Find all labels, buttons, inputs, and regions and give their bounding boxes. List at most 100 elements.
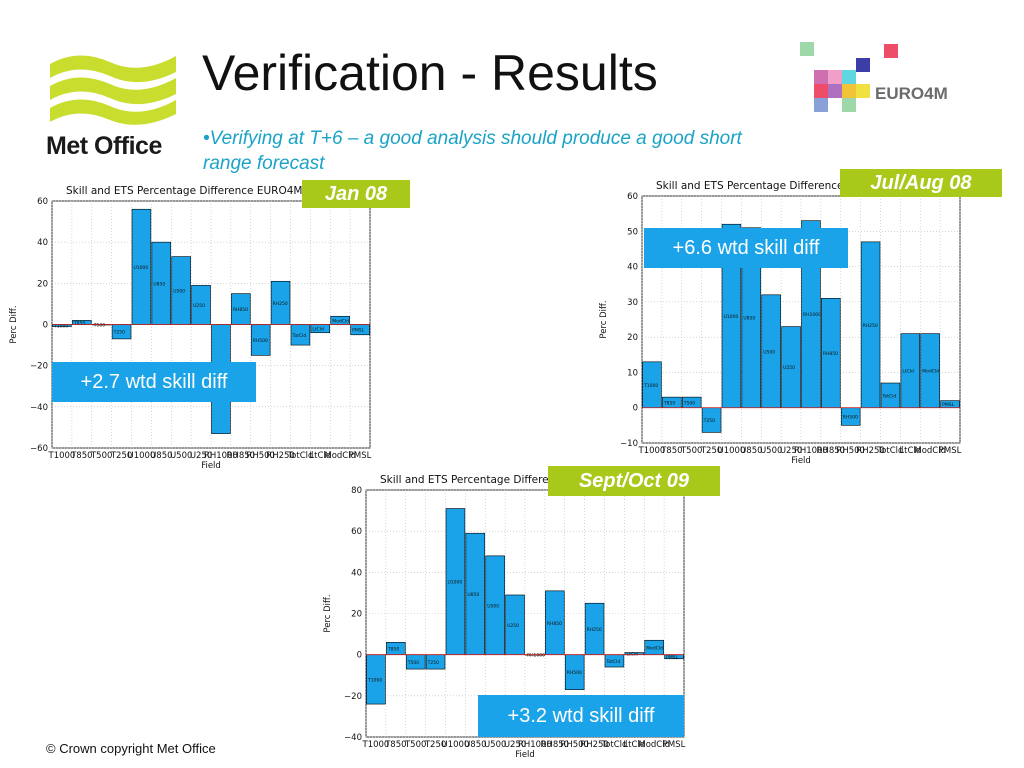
x-tick-label: T850 (384, 740, 406, 750)
bar-label: TotCld (882, 393, 897, 399)
bar-label: TotCld (292, 333, 307, 339)
period-label-sept-oct-09: Sept/Oct 09 (548, 466, 720, 496)
x-tick-label: ModCld (914, 446, 946, 456)
y-tick-label: −40 (344, 733, 362, 743)
x-tick-label: RH500 (560, 740, 589, 750)
bar-label: T850 (387, 646, 399, 652)
bar-label: RH250 (863, 323, 878, 329)
bar-label: RH500 (253, 338, 268, 344)
euro4m-logo-text: EURO4M (875, 84, 948, 103)
y-tick-label: 0 (357, 651, 362, 661)
bar-label: U250 (783, 365, 795, 371)
x-tick-label: U1000 (442, 740, 470, 750)
chart-title: Skill and ETS Percentage Differe (380, 474, 549, 486)
x-tick-label: TotCld (286, 451, 313, 461)
x-tick-label: RH850 (817, 446, 846, 456)
x-tick-label: ModCld (324, 451, 356, 461)
bar-label: U1000 (724, 314, 739, 320)
x-tick-label: U1000 (718, 446, 746, 456)
bar-label: PMSL (352, 328, 364, 334)
x-tick-label: TotCld (600, 740, 627, 750)
slide-title: Verification - Results (202, 45, 658, 101)
bar-label: ModCld (332, 318, 349, 324)
y-tick-label: 40 (627, 263, 638, 273)
x-tick-label: PMSL (663, 740, 686, 750)
bar-label: T250 (703, 418, 715, 424)
x-tick-label: RH850 (227, 451, 256, 461)
bar-label: T500 (407, 660, 419, 666)
x-tick-label: PMSL (939, 446, 962, 456)
chart-jul-aug-08: Skill and ETS Percentage Difference 60 50 4… (599, 180, 962, 466)
chart-jan-08: Skill and ETS Percentage Difference EURO… (9, 185, 372, 471)
y-tick-label: 40 (37, 238, 48, 248)
bullet-text: •Verifying at T+6 – a good analysis shou… (203, 128, 742, 174)
y-tick-label: 20 (627, 333, 638, 343)
x-tick-label: U500 (760, 446, 782, 456)
copyright-footer: © Crown copyright Met Office (46, 741, 216, 756)
bar-label: U850 (153, 281, 165, 287)
x-tick-label: U850 (464, 740, 486, 750)
x-tick-label: T850 (660, 446, 682, 456)
summary-jan-08: +2.7 wtd skill diff (52, 362, 256, 402)
euro4m-logo-mark (800, 42, 898, 112)
y-tick-label: −60 (30, 444, 48, 454)
y-tick-label: −10 (620, 439, 638, 449)
x-axis-label: Field (515, 750, 535, 760)
y-tick-label: −20 (30, 362, 48, 372)
x-tick-label: RH250 (580, 740, 609, 750)
bar-label: LtCld (312, 327, 324, 333)
y-tick-label: 20 (351, 610, 362, 620)
y-tick-label: −40 (30, 403, 48, 413)
y-tick-label: 80 (351, 486, 362, 496)
bar-label: U850 (743, 316, 755, 322)
x-tick-label: T850 (70, 451, 92, 461)
bar-label: RH500 (567, 670, 582, 676)
x-tick-label: U850 (150, 451, 172, 461)
x-tick-label: U1000 (128, 451, 156, 461)
bar-label: RH850 (823, 351, 838, 357)
bar-label: T1000 (643, 383, 658, 389)
bar-label: U500 (487, 603, 499, 609)
summary-jul-aug-08: +6.6 wtd skill diff (644, 228, 848, 268)
y-tick-label: 60 (351, 527, 362, 537)
period-label-jul-aug-08: Jul/Aug 08 (840, 169, 1002, 197)
x-tick-label: LtCld (899, 446, 921, 456)
x-tick-label: U500 (170, 451, 192, 461)
bar-label: PMSL (666, 655, 678, 661)
x-tick-label: U250 (504, 740, 526, 750)
bar-label: U250 (507, 623, 519, 629)
y-axis-label: Perc Diff. (9, 305, 19, 343)
bar-label: RH850 (547, 621, 562, 627)
bar-label: U500 (763, 349, 775, 355)
x-axis-label: Field (791, 456, 811, 466)
met-office-logo-text: Met Office (46, 132, 162, 160)
y-axis-label: Perc Diff. (599, 300, 609, 338)
bar-label: RH1000 (803, 312, 821, 318)
x-tick-label: T1000 (638, 446, 666, 456)
bar-label: T500 (683, 400, 695, 406)
bar-label: RH250 (587, 627, 602, 633)
y-tick-label: 40 (351, 568, 362, 578)
bar-label: RH250 (273, 301, 288, 307)
x-tick-label: T500 (680, 446, 702, 456)
x-tick-label: U500 (484, 740, 506, 750)
bar-label: U850 (467, 592, 479, 598)
x-tick-label: LtCld (309, 451, 331, 461)
x-tick-label: T250 (700, 446, 722, 456)
x-tick-label: RH850 (541, 740, 570, 750)
bar-label: LtCld (902, 369, 914, 375)
bar-label: TotCld (606, 659, 621, 665)
x-tick-label: RH500 (836, 446, 865, 456)
bar-label: U250 (193, 303, 205, 309)
x-tick-label: T1000 (48, 451, 76, 461)
bar-label: U1000 (448, 580, 463, 586)
x-tick-label: T500 (90, 451, 112, 461)
y-tick-label: −20 (344, 692, 362, 702)
x-tick-label: ModCld (638, 740, 670, 750)
bar-label: T500 (93, 323, 105, 329)
x-tick-label: RH500 (246, 451, 275, 461)
y-tick-label: 10 (627, 368, 638, 378)
bar-label: T850 (663, 400, 675, 406)
x-tick-label: U250 (190, 451, 212, 461)
y-axis-label: Perc Diff. (323, 594, 333, 632)
